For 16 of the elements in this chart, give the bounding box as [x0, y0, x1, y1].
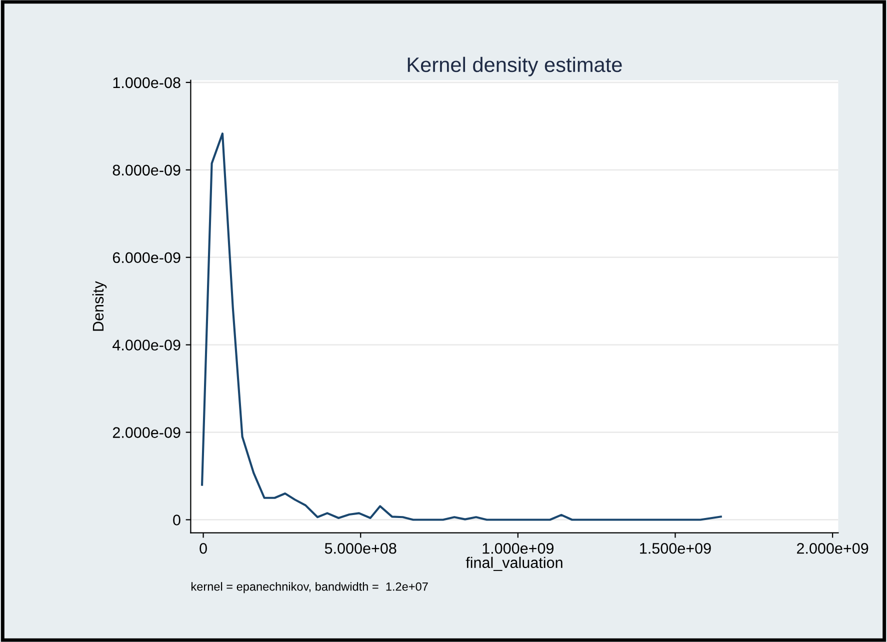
- x-tick-label: 1.000e+09: [482, 542, 554, 554]
- x-tick-label: 2.000e+09: [797, 542, 868, 554]
- chart-title: Kernel density estimate: [408, 56, 622, 76]
- y-tick-label: 1.000e-08: [113, 77, 180, 88]
- y-axis-title: Density: [92, 281, 107, 331]
- x-tick-label: 0: [200, 542, 207, 554]
- y-tick-label: 4.000e-09: [112, 340, 180, 351]
- x-tick-label: 5.000e+08: [324, 542, 396, 554]
- y-tick-label: 6.000e-09: [112, 252, 180, 264]
- y-tick-label: 2.000e-09: [112, 427, 180, 438]
- y-tick-label: 0: [173, 514, 180, 526]
- text: kernel = epanechnikov, bandwidth = 1.2e+07: [192, 582, 428, 594]
- x-axis-title: final_valuation: [466, 556, 562, 571]
- line-series: [200, 132, 722, 521]
- x-tick-label: 1.500e+09: [640, 542, 711, 554]
- y-tick-label: 8.000e-09: [112, 164, 180, 176]
